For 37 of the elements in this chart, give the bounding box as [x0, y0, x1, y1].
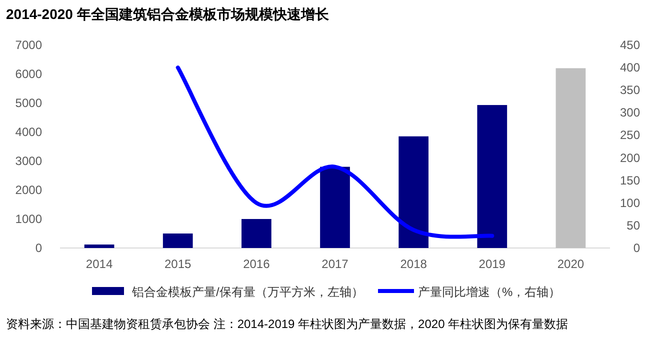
bar	[477, 105, 508, 248]
y-tick-label: 1000	[15, 212, 42, 226]
x-tick-label: 2014	[86, 257, 113, 271]
bar	[162, 234, 193, 248]
y2-tick-label: 100	[620, 196, 640, 210]
legend-label: 铝合金模板产量/保有量（万平方米，左轴）	[131, 285, 364, 299]
y-tick-label: 2000	[15, 183, 42, 197]
y-tick-label: 0	[35, 241, 42, 255]
y2-tick-label: 450	[620, 38, 640, 52]
y2-tick-label: 300	[620, 106, 640, 120]
y2-tick-label: 50	[626, 218, 640, 232]
x-tick-label: 2016	[243, 257, 270, 271]
text: 资料来源：中国基建物资租赁承包协会 注：2014-2019 年柱状图为产量数据，2020 年柱状图为保有量数据	[6, 317, 568, 331]
y2-tick-label: 0	[633, 241, 640, 255]
bar	[242, 219, 272, 248]
legend-label: 产量同比增速（%，右轴）	[418, 285, 561, 299]
y2-tick-label: 400	[620, 60, 640, 75]
y2-tick-label: 250	[620, 128, 640, 142]
y2-tick-label: 150	[620, 173, 640, 188]
y2-tick-label: 200	[620, 150, 640, 165]
bar	[398, 136, 428, 248]
line-series	[176, 66, 494, 239]
x-tick-label: 2019	[478, 257, 506, 271]
y-tick-label: 3000	[15, 154, 42, 168]
y-tick-label: 4000	[15, 125, 42, 139]
bar	[84, 244, 114, 248]
y-tick-label: 5000	[15, 96, 42, 110]
bar	[320, 166, 350, 248]
x-tick-label: 2017	[322, 257, 349, 271]
chart-title: 2014-2020 年全国建筑铝合金模板市场规模快速增长	[6, 6, 330, 22]
y-tick-label: 6000	[15, 67, 42, 81]
x-tick-label: 2015	[164, 257, 192, 271]
bar	[556, 68, 586, 248]
y2-tick-label: 350	[620, 83, 640, 98]
y-tick-label: 7000	[15, 38, 42, 52]
x-tick-label: 2018	[400, 257, 428, 271]
x-tick-label: 2020	[557, 257, 584, 271]
